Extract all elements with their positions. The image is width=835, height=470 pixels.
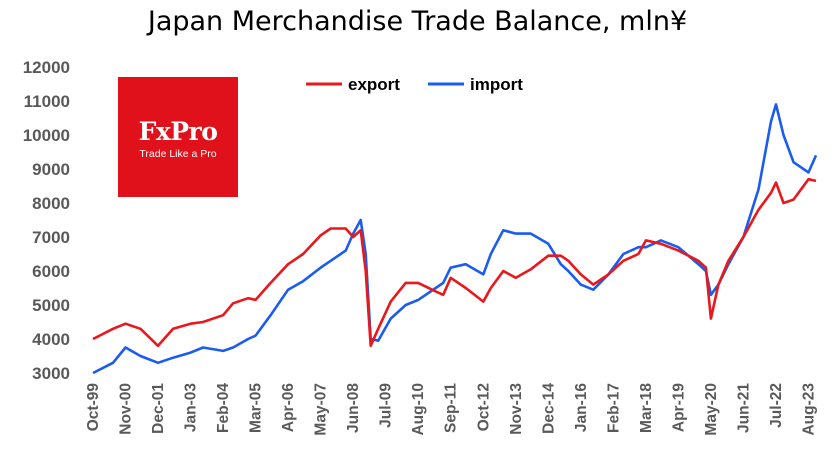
x-tick-label: Aug-23 <box>800 383 817 436</box>
y-tick-label: 3000 <box>32 364 70 383</box>
x-tick-label: Jan-03 <box>183 383 200 432</box>
x-tick-label: Oct-99 <box>85 383 102 432</box>
x-tick-label: Apr-19 <box>670 383 687 432</box>
y-tick-label: 8000 <box>32 194 70 213</box>
x-tick-label: Oct-12 <box>475 383 492 431</box>
x-tick-label: Feb-17 <box>605 383 622 433</box>
x-tick-label: May-20 <box>703 383 720 436</box>
logo-brand: FxPro <box>138 117 218 146</box>
x-tick-label: Mar-05 <box>248 383 265 433</box>
x-tick-label: Dec-14 <box>540 383 557 434</box>
x-tick-label: Aug-10 <box>410 383 427 436</box>
x-tick-label: May-07 <box>313 383 330 436</box>
x-axis: Oct-99 Nov-00 Dec-01 Jan-03 Feb-04 Mar-05 Apr-… <box>85 383 817 436</box>
legend-label-import: import <box>470 75 523 94</box>
x-tick-label: Sep-11 <box>443 383 460 433</box>
x-tick-label: Apr-06 <box>280 383 297 432</box>
y-tick-label: 6000 <box>32 262 70 281</box>
y-tick-label: 9000 <box>32 160 70 179</box>
x-tick-label: Jan-16 <box>573 383 590 432</box>
x-tick-label: Jul-22 <box>768 383 785 428</box>
chart-title: Japan Merchandise Trade Balance, mln¥ <box>147 6 688 37</box>
fxpro-logo: FxPro Trade Like a Pro <box>118 77 238 197</box>
y-tick-label: 12000 <box>23 58 70 77</box>
y-axis: 3000 4000 5000 6000 7000 8000 9000 10000 11000 12… <box>23 58 70 383</box>
series-line-export <box>92 177 817 348</box>
x-tick-label: Nov-00 <box>118 383 135 435</box>
y-tick-label: 4000 <box>32 330 70 349</box>
x-tick-label: Nov-13 <box>508 383 525 435</box>
logo-tagline: Trade Like a Pro <box>139 148 217 160</box>
legend-label-export: export <box>348 75 400 94</box>
x-tick-label: Mar-18 <box>638 383 655 433</box>
y-tick-label: 7000 <box>32 228 70 247</box>
y-tick-label: 10000 <box>23 126 70 145</box>
x-tick-label: Dec-01 <box>150 383 167 434</box>
x-tick-label: Feb-04 <box>215 383 232 433</box>
x-tick-label: Jun-21 <box>735 383 752 433</box>
y-tick-label: 5000 <box>32 296 70 315</box>
x-tick-label: Jul-09 <box>378 383 395 428</box>
series-layer <box>92 103 818 375</box>
legend: export import <box>306 75 523 94</box>
x-tick-label: Jun-08 <box>345 383 362 433</box>
y-tick-label: 11000 <box>24 92 70 111</box>
